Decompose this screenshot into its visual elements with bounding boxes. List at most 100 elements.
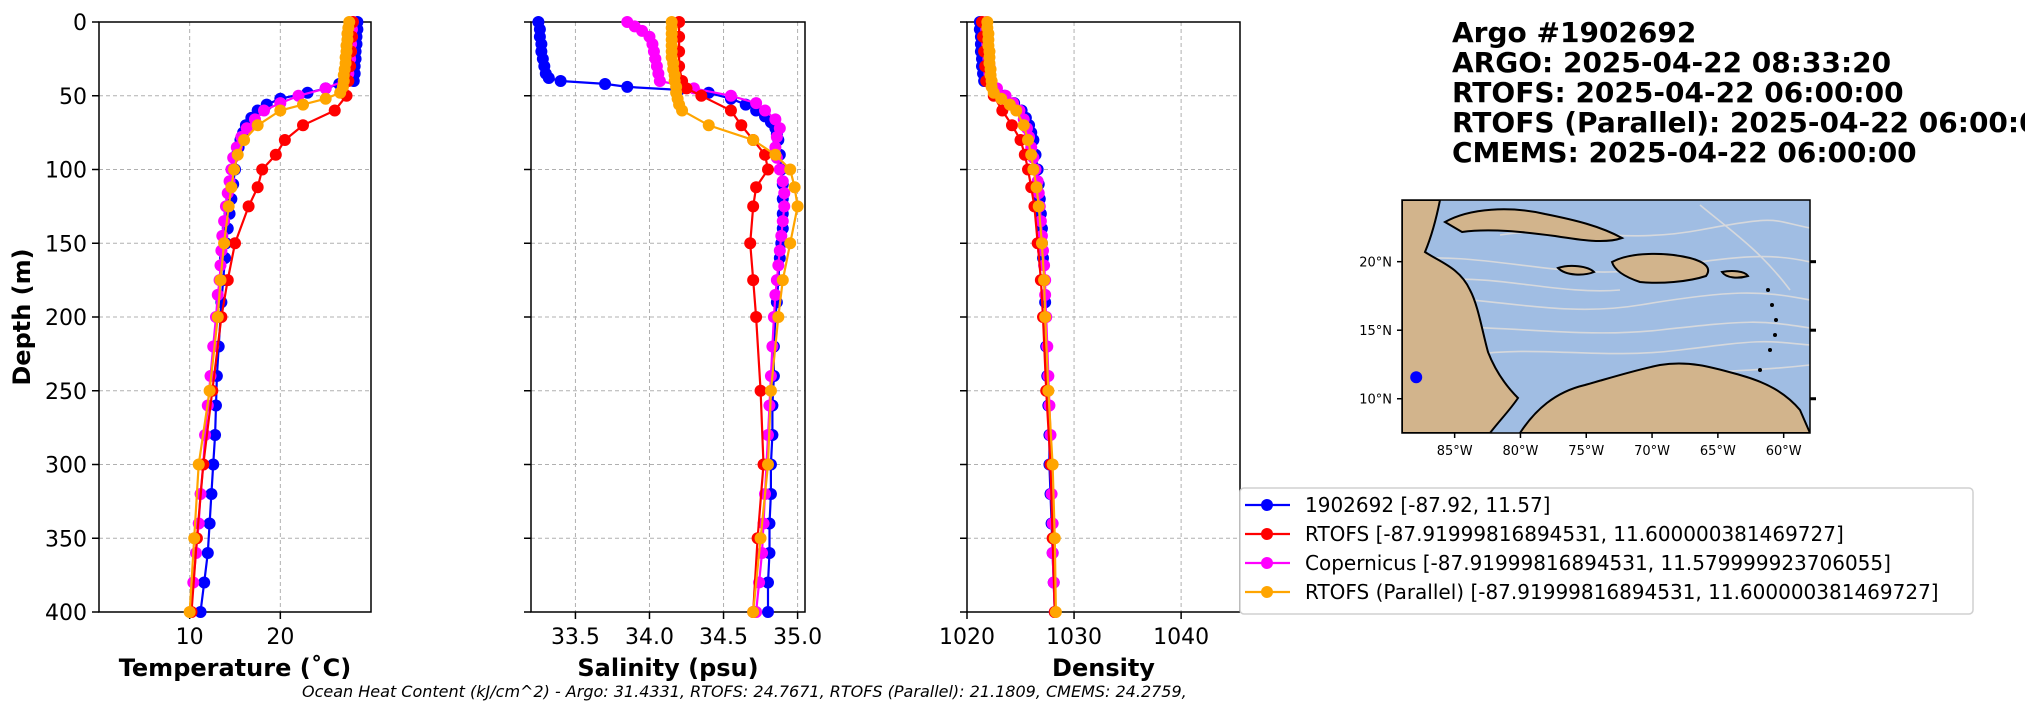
copernicus-profile-point	[769, 113, 782, 126]
rtofs_parallel-profile-point	[788, 181, 801, 194]
rtofs_parallel-profile-point	[274, 104, 287, 117]
rtofs-profile-point	[229, 237, 241, 250]
rtofs_parallel-profile-point	[218, 237, 231, 250]
map-lon-label: 60°W	[1766, 444, 1802, 459]
copernicus-profile-point	[778, 187, 791, 200]
copernicus-profile-point	[724, 89, 737, 102]
copernicus-profile-point	[778, 200, 791, 213]
copernicus-profile-point	[761, 429, 774, 441]
y-tick-label: 250	[45, 380, 87, 405]
y-tick-label: 300	[45, 454, 87, 479]
rtofs_parallel-profile-point	[747, 606, 760, 618]
rtofs_parallel-profile-point	[192, 458, 205, 471]
float-location-marker	[1410, 371, 1423, 384]
copernicus-profile-point	[775, 229, 788, 242]
map-lon-label: 85°W	[1437, 444, 1473, 459]
rtofs-profile-point	[761, 163, 774, 176]
rtofs_parallel-profile-point	[1032, 200, 1045, 213]
x-axis-label: Density	[1052, 654, 1155, 682]
hispaniola-landmass	[1610, 252, 1710, 284]
rtofs_parallel-profile-point	[1038, 274, 1051, 287]
x-tick-label: 1030	[1046, 625, 1102, 650]
legend-entry-label: RTOFS (Parallel) [-87.91999816894531, 11…	[1305, 580, 1939, 604]
rtofs_parallel-profile-point	[784, 163, 797, 176]
series-group	[183, 16, 364, 618]
copernicus-profile-point	[759, 104, 772, 117]
temperature-panel: 0 50 100 150 200 250 300 350 400 10 20 Temperature …	[45, 11, 372, 682]
rtofs_parallel-profile-point	[214, 274, 227, 287]
rtofs-profile-point	[297, 119, 309, 132]
rtofs_parallel-profile-point	[1010, 104, 1023, 117]
map-lat-label: 15°N	[1359, 324, 1392, 339]
argo-profile-point	[761, 606, 774, 618]
copernicus-profile-point	[773, 163, 786, 176]
copernicus-profile-point	[319, 82, 332, 95]
rtofs_parallel-profile-point	[1027, 163, 1040, 176]
map-frame	[1401, 199, 1811, 434]
title-line: Argo #1902692	[1452, 16, 1696, 49]
argo-profile-point	[621, 80, 634, 93]
copernicus-profile-point	[199, 429, 212, 441]
map-lon-label: 65°W	[1700, 444, 1736, 459]
argo-profile-point	[198, 576, 211, 589]
rtofs_parallel-profile-point	[297, 98, 309, 111]
footer-ohc: Ocean Heat Content (kJ/cm^2) - Argo: 31.…	[302, 682, 1187, 701]
copernicus-profile-point	[258, 104, 271, 117]
y-tick-label: 150	[45, 232, 87, 257]
central-america-landmass	[1402, 200, 1520, 433]
argo-profile-point	[207, 458, 220, 471]
series-group	[973, 16, 1062, 618]
y-tick-label: 400	[45, 601, 87, 626]
rtofs_parallel-profile-point	[228, 163, 241, 176]
rtofs_parallel-profile-point	[1049, 606, 1062, 618]
x-tick-label: 33.5	[551, 625, 600, 650]
rtofs_parallel-profile-point	[754, 532, 767, 545]
copernicus-profile-point	[653, 75, 666, 87]
y-tick-label: 50	[59, 85, 87, 110]
series-group	[532, 16, 804, 618]
rtofs_parallel-profile-point	[238, 134, 251, 146]
title-line: CMEMS: 2025-04-22 06:00:00	[1452, 136, 1917, 169]
legend-swatch-marker	[1261, 528, 1273, 540]
rtofs_parallel-profile-point	[319, 92, 332, 105]
rtofs-profile-point	[1005, 119, 1018, 132]
rtofs-profile-point	[251, 181, 264, 194]
y-axis-label: Depth (m)	[8, 248, 36, 385]
rtofs_parallel-profile-point	[772, 311, 785, 323]
rtofs_parallel-profile-point	[676, 104, 689, 117]
rtofs_parallel-profile-point	[1042, 384, 1055, 397]
copernicus-profile-point	[240, 122, 253, 135]
rtofs_parallel-profile-point	[222, 200, 235, 213]
rtofs-profile-point	[747, 274, 760, 287]
rtofs_parallel-profile-point	[1035, 237, 1048, 250]
argo-profile-point	[554, 75, 567, 87]
copernicus-profile-point	[772, 259, 785, 272]
copernicus-profile-point	[770, 131, 783, 144]
rtofs_parallel-profile-point	[225, 181, 238, 194]
rtofs_parallel-profile-point	[183, 606, 196, 618]
y-tick-label: 350	[45, 527, 87, 552]
rtofs_parallel-profile-point	[764, 384, 777, 397]
x-tick-label: 35.0	[773, 625, 822, 650]
rtofs_parallel-profile-point	[251, 119, 264, 132]
legend-swatch-marker	[1261, 557, 1273, 569]
rtofs-profile-point	[680, 82, 693, 95]
argo-profile-point	[194, 606, 207, 618]
argo-profile-point	[761, 576, 774, 589]
map-lon-label: 70°W	[1634, 444, 1670, 459]
rtofs_parallel-profile-point	[791, 200, 804, 213]
copernicus-profile-point	[769, 288, 782, 301]
x-tick-label: 34.0	[625, 625, 674, 650]
lesser-antilles	[1758, 288, 1778, 372]
rtofs-profile-point	[695, 89, 708, 102]
copernicus-profile-point	[211, 288, 224, 301]
density-panel: 1020 1030 1040 Density	[939, 16, 1241, 682]
salinity-panel: 33.5 34.0 34.5 35.0 Salinity (psu)	[524, 16, 822, 682]
copernicus-profile-point	[773, 244, 786, 257]
rtofs-profile-point	[754, 384, 767, 397]
legend-entry-label: Copernicus [-87.91999816894531, 11.57999…	[1305, 551, 1891, 575]
rtofs-profile-point	[744, 237, 757, 250]
y-tick-label: 0	[73, 11, 87, 36]
rtofs_parallel-profile-point	[334, 86, 347, 99]
